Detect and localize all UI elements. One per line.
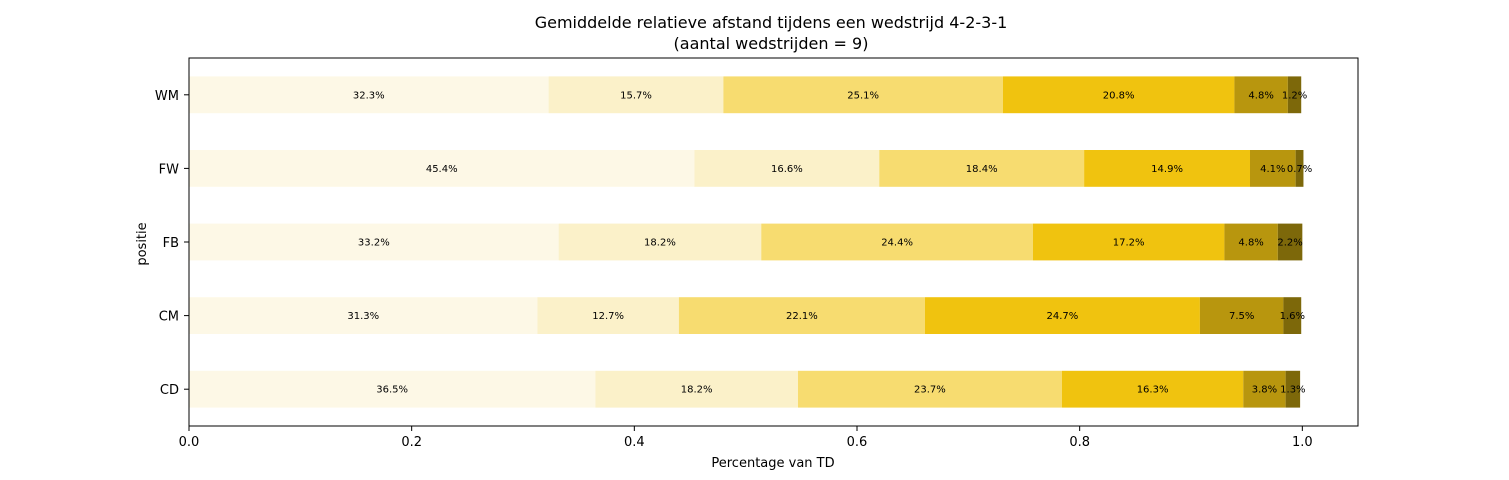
bar-segment-cm-3	[678, 297, 925, 334]
data-label-wm-1: 32.3%	[353, 90, 385, 101]
x-tick-label-2: 0.4	[624, 435, 645, 450]
bar-segment-wm-5	[1234, 76, 1288, 114]
data-label-cm-5: 7.5%	[1229, 311, 1254, 322]
bar-segment-cm-2	[537, 297, 679, 334]
bar-segment-fw-1	[189, 150, 695, 187]
y-tick-label-fb: FB	[163, 236, 179, 251]
data-label-wm-4: 20.8%	[1103, 90, 1135, 101]
data-label-wm-3: 25.1%	[847, 90, 879, 101]
data-label-fw-3: 18.4%	[966, 164, 998, 175]
data-label-fw-6: 0.7%	[1287, 164, 1312, 175]
y-tick-label-cm: CM	[159, 310, 179, 325]
bar-segment-fb-4	[1032, 223, 1225, 261]
x-tick-label-3: 0.6	[847, 435, 868, 450]
x-tick-label-5: 1.0	[1292, 435, 1313, 450]
data-label-fb-4: 17.2%	[1113, 238, 1145, 249]
data-label-fw-1: 45.4%	[426, 164, 458, 175]
bar-segment-cm-6	[1283, 297, 1302, 334]
bar-segment-cd-3	[797, 370, 1062, 408]
bar-segment-wm-4	[1002, 76, 1235, 114]
bar-segment-wm-6	[1287, 76, 1302, 114]
bar-segment-fb-5	[1224, 223, 1278, 261]
data-label-cm-1: 31.3%	[347, 311, 379, 322]
bar-segment-fw-5	[1250, 150, 1296, 187]
data-label-cm-3: 22.1%	[786, 311, 818, 322]
data-label-wm-6: 1.2%	[1282, 90, 1307, 101]
data-label-fb-3: 24.4%	[881, 238, 913, 249]
bars-group: 32.3% 15.7% 25.1% 20.8% 4.8% 1.2% 45.4% 16.6% 18…	[189, 76, 1312, 408]
bar-segment-fb-2	[558, 223, 762, 261]
bar-segment-wm-2	[548, 76, 724, 114]
bar-segment-cd-5	[1243, 370, 1286, 408]
bar-segment-fb-1	[189, 223, 559, 261]
data-label-cd-2: 18.2%	[681, 385, 713, 396]
data-label-cd-4: 16.3%	[1137, 385, 1169, 396]
data-label-fb-5: 4.8%	[1238, 238, 1263, 249]
y-tick-label-wm: WM	[155, 89, 179, 104]
y-tick-label-cd: CD	[160, 383, 179, 398]
bar-segment-fw-2	[694, 150, 880, 187]
x-axis-label: Percentage van TD	[711, 456, 834, 471]
data-label-cd-1: 36.5%	[376, 385, 408, 396]
bar-segment-cd-2	[595, 370, 798, 408]
data-label-cm-2: 12.7%	[592, 311, 624, 322]
data-label-cm-4: 24.7%	[1047, 311, 1079, 322]
data-label-fb-6: 2.2%	[1277, 238, 1302, 249]
data-label-fw-5: 4.1%	[1260, 164, 1285, 175]
bar-segment-cd-6	[1285, 370, 1301, 408]
data-label-fb-1: 33.2%	[358, 238, 390, 249]
bar-segment-fb-3	[761, 223, 1033, 261]
bar-segment-cm-5	[1199, 297, 1284, 334]
x-tick-label-0: 0.0	[179, 435, 200, 450]
chart-title: Gemiddelde relatieve afstand tijdens een…	[535, 13, 1008, 32]
x-tick-label-4: 0.8	[1069, 435, 1090, 450]
bar-segment-cd-4	[1061, 370, 1244, 408]
bar-segment-fb-6	[1277, 223, 1303, 261]
chart-subtitle: (aantal wedstrijden = 9)	[674, 34, 869, 53]
y-tick-label-fw: FW	[159, 162, 179, 177]
data-label-cd-5: 3.8%	[1252, 385, 1277, 396]
data-label-cm-6: 1.6%	[1280, 311, 1305, 322]
x-axis: 0.0 0.2 0.4 0.6 0.8 1.0	[179, 426, 1313, 450]
bar-segment-cm-1	[189, 297, 538, 334]
bar-segment-cm-4	[924, 297, 1200, 334]
x-tick-label-1: 0.2	[401, 435, 422, 450]
y-axis-label: positie	[135, 222, 150, 265]
bar-segment-fw-4	[1084, 150, 1251, 187]
data-label-fb-2: 18.2%	[644, 238, 676, 249]
bar-segment-fw-3	[879, 150, 1085, 187]
data-label-cd-3: 23.7%	[914, 385, 946, 396]
data-label-fw-2: 16.6%	[771, 164, 803, 175]
data-label-cd-6: 1.3%	[1280, 385, 1305, 396]
data-label-wm-2: 15.7%	[620, 90, 652, 101]
bar-segment-wm-1	[189, 76, 549, 114]
data-label-wm-5: 4.8%	[1248, 90, 1273, 101]
bar-segment-cd-1	[189, 370, 596, 408]
bar-segment-wm-3	[723, 76, 1003, 114]
y-axis: WM FW FB CM CD	[155, 89, 189, 398]
data-label-fw-4: 14.9%	[1151, 164, 1183, 175]
bar-segment-fw-6	[1295, 150, 1304, 187]
